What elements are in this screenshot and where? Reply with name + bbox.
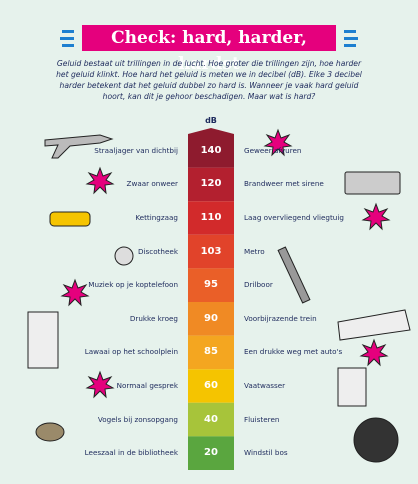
- left-example: Kettingzaag: [8, 213, 178, 223]
- right-example: Metro: [244, 247, 265, 257]
- left-example: Straaljager van dichtbij: [8, 146, 178, 156]
- decibel-value: 90: [188, 313, 234, 325]
- tree-icon: [354, 418, 398, 462]
- decibel-value: 40: [188, 414, 234, 426]
- right-example: Een drukke weg met auto's: [244, 347, 342, 357]
- right-example: Laag overvliegend vliegtuig: [244, 213, 344, 223]
- right-example: Geweer afvuren: [244, 146, 301, 156]
- left-example: Muziek op je koptelefoon: [8, 280, 178, 290]
- burst-icon: [363, 204, 389, 229]
- left-example: Drukke kroeg: [8, 314, 178, 324]
- left-example: Discotheek: [8, 247, 178, 257]
- drill-icon: [278, 247, 310, 303]
- decibel-value: 95: [188, 279, 234, 291]
- left-example: Lawaai op het schoolplein: [8, 347, 178, 357]
- bird-icon: [36, 423, 64, 441]
- dishwasher-icon: [338, 368, 366, 406]
- right-example: Brandweer met sirene: [244, 179, 324, 189]
- decibel-value: 20: [188, 447, 234, 459]
- decibel-value: 120: [188, 178, 234, 190]
- firetruck-icon: [345, 172, 400, 194]
- right-example: Vaatwasser: [244, 381, 285, 391]
- decibel-value: 85: [188, 346, 234, 358]
- title: Check: hard, harder, hardst: [82, 25, 336, 51]
- unit-label: dB: [186, 116, 236, 125]
- right-example: Fluisteren: [244, 415, 279, 425]
- right-example: Drilboor: [244, 280, 273, 290]
- train-icon: [338, 310, 410, 340]
- decibel-value: 60: [188, 380, 234, 392]
- left-example: Normaal gesprek: [8, 381, 178, 391]
- decibel-value: 140: [188, 145, 234, 157]
- left-example: Leeszaal in de bibliotheek: [8, 448, 178, 458]
- burst-icon: [361, 340, 387, 365]
- right-example: Windstil bos: [244, 448, 288, 458]
- intro-text: Geluid bestaat uit trillingen in de luch…: [52, 58, 366, 102]
- left-example: Vogels bij zonsopgang: [8, 415, 178, 425]
- decibel-value: 103: [188, 246, 234, 258]
- infographic: Check: hard, harder, hardst Geluid besta…: [0, 0, 418, 484]
- right-example: Voorbijrazende trein: [244, 314, 317, 324]
- left-example: Zwaar onweer: [8, 179, 178, 189]
- decibel-value: 110: [188, 212, 234, 224]
